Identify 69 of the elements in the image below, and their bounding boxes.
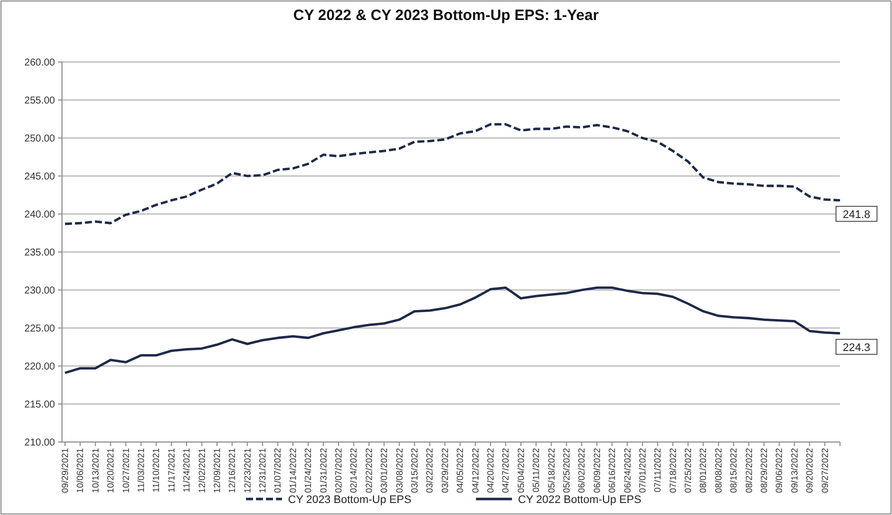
x-tick-label: 07/18/2022 xyxy=(668,448,678,494)
x-tick-label: 11/17/2021 xyxy=(166,448,176,492)
x-tick-label: 04/12/2022 xyxy=(470,448,480,494)
x-tick-label: 05/18/2022 xyxy=(546,448,556,494)
legend-label: CY 2023 Bottom-Up EPS xyxy=(288,494,412,506)
x-tick-label: 05/04/2022 xyxy=(516,448,526,494)
y-tick-label: 220.00 xyxy=(24,362,56,372)
x-tick-label: 03/22/2022 xyxy=(424,448,435,494)
x-tick-label: 08/15/2022 xyxy=(728,448,739,494)
y-tick-label: 250.00 xyxy=(24,134,56,144)
x-tick-label: 10/13/2021 xyxy=(90,448,100,494)
y-tick-label: 215.00 xyxy=(24,400,56,410)
x-tick-label: 01/31/2022 xyxy=(318,448,328,494)
x-tick-label: 02/22/2022 xyxy=(364,448,374,494)
chart-title: CY 2022 & CY 2023 Bottom-Up EPS: 1-Year xyxy=(293,7,599,24)
x-tick-label: 12/02/2021 xyxy=(196,448,207,494)
x-tick-label: 04/05/2022 xyxy=(455,448,466,494)
x-tick-label: 04/27/2022 xyxy=(500,448,511,494)
x-tick-label: 12/23/2021 xyxy=(242,448,252,494)
x-tick-label: 03/08/2022 xyxy=(394,448,404,494)
y-tick-label: 240.00 xyxy=(24,210,56,220)
x-tick-label: 03/29/2022 xyxy=(440,448,450,494)
x-tick-label: 08/01/2022 xyxy=(698,448,708,494)
data-label: 224.3 xyxy=(842,342,870,354)
x-tick-label: 01/07/2022 xyxy=(272,448,283,494)
y-tick-label: 235.00 xyxy=(24,248,56,258)
y-tick-label: 230.00 xyxy=(24,286,56,296)
line-series xyxy=(64,123,842,226)
x-tick-label: 03/01/2022 xyxy=(379,448,390,494)
x-tick-label: 08/29/2022 xyxy=(759,448,770,494)
x-tick-label: 02/14/2022 xyxy=(348,448,359,494)
x-tick-label: 09/29/2021 xyxy=(60,448,70,494)
x-tick-label: 04/20/2022 xyxy=(485,448,496,494)
x-tick-label: 11/03/2021 xyxy=(136,448,146,492)
x-tick-label: 09/06/2022 xyxy=(774,448,784,494)
x-tick-label: 06/16/2022 xyxy=(607,448,618,494)
x-tick-label: 12/16/2021 xyxy=(227,448,238,494)
x-tick-label: 11/10/2021 xyxy=(151,448,162,492)
x-tick-label: 09/20/2022 xyxy=(804,448,815,494)
x-tick-label: 05/11/2022 xyxy=(531,448,542,492)
x-tick-label: 10/06/2021 xyxy=(75,448,86,494)
x-tick-label: 07/25/2022 xyxy=(683,448,694,494)
x-tick-label: 10/27/2021 xyxy=(120,448,131,494)
x-tick-label: 09/27/2022 xyxy=(820,448,830,494)
x-tick-label: 10/20/2021 xyxy=(106,448,116,494)
x-tick-label: 06/02/2022 xyxy=(576,448,587,494)
x-tick-label: 06/09/2022 xyxy=(592,448,602,494)
x-tick-label: 08/08/2022 xyxy=(713,448,724,494)
x-tick-label: 03/15/2022 xyxy=(410,448,420,494)
y-tick-label: 245.00 xyxy=(24,172,56,182)
y-tick-label: 260.00 xyxy=(24,58,56,68)
x-tick-label: 12/31/2021 xyxy=(258,448,268,494)
data-label: 241.8 xyxy=(842,208,870,221)
y-tick-label: 225.00 xyxy=(24,324,56,334)
x-tick-label: 08/22/2022 xyxy=(744,448,754,494)
line-series xyxy=(64,286,842,374)
x-tick-label: 01/14/2022 xyxy=(288,448,298,494)
x-tick-label: 11/24/2021 xyxy=(182,448,192,492)
x-tick-label: 02/07/2022 xyxy=(334,448,344,494)
x-tick-label: 07/11/2022 xyxy=(652,448,663,492)
x-tick-label: 01/24/2022 xyxy=(303,448,314,494)
x-tick-label: 06/24/2022 xyxy=(622,448,632,494)
legend-label: CY 2022 Bottom-Up EPS xyxy=(518,494,642,506)
x-tick-label: 07/01/2022 xyxy=(637,448,648,494)
y-tick-label: 210.00 xyxy=(24,438,56,448)
x-tick-label: 12/09/2021 xyxy=(212,448,222,494)
x-tick-label: 09/13/2022 xyxy=(789,448,800,494)
x-tick-label: 05/25/2022 xyxy=(561,448,572,494)
y-tick-label: 255.00 xyxy=(24,96,56,106)
